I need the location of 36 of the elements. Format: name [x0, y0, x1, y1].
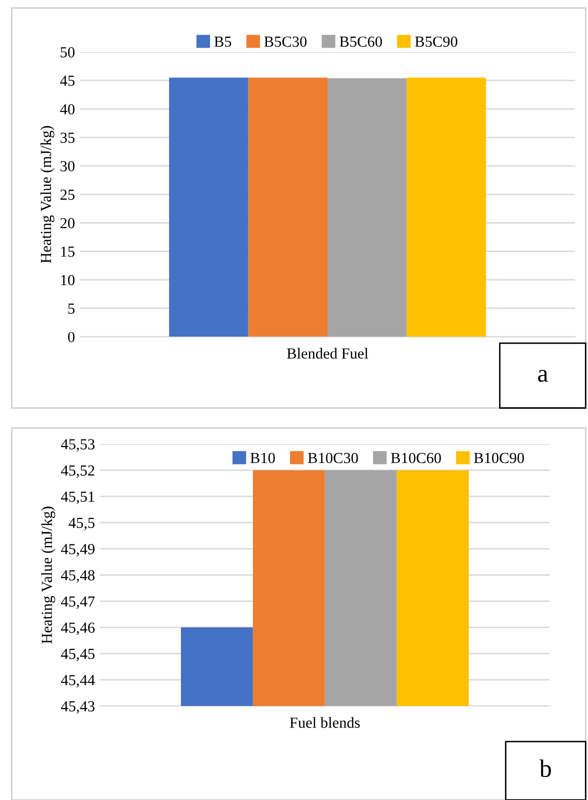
legend-label: B5C90	[415, 36, 458, 47]
y-tick-label: 35	[60, 132, 75, 143]
y-tick-label: 30	[60, 161, 75, 172]
y-tick-label: 45,44	[61, 675, 95, 688]
y-tick-label: 25	[60, 190, 75, 200]
y-tick-label: 45,43	[61, 701, 94, 714]
text: b	[539, 759, 551, 778]
y-tick-label: 45,51	[61, 492, 94, 504]
x-tick-label: Blended Fuel	[287, 348, 368, 359]
y-tick-label: 45,45	[61, 648, 94, 662]
y-tick-label: 45,52	[61, 465, 94, 478]
text: a	[538, 370, 548, 382]
y-tick-label: 45,53	[61, 439, 94, 452]
y-tick-label: 45,47	[61, 596, 95, 609]
legend-label: B5	[214, 36, 232, 47]
legend-label: B10C60	[391, 452, 441, 464]
y-tick-label: 45,48	[61, 570, 95, 583]
y-tick-label: 15	[61, 246, 75, 257]
y-tick-label: 40	[60, 104, 75, 114]
x-tick-label: Fuel blends	[290, 717, 360, 728]
y-tick-label: 45,46	[61, 622, 95, 636]
y-tick-label: 45,49	[61, 544, 94, 556]
legend-label: B5C30	[264, 36, 307, 47]
legend-label: B10	[250, 452, 275, 464]
y-tick-label: 50	[60, 47, 75, 58]
y-tick-label: 20	[60, 218, 75, 228]
y-tick-label: 10	[61, 274, 75, 286]
y-axis-title: Heating Value (mJ/kg)	[41, 506, 56, 644]
y-tick-label: 45	[60, 76, 75, 86]
legend-label: B5C60	[340, 36, 382, 47]
legend-label: B10C30	[308, 452, 358, 464]
y-axis-title: Heating Value (mJ/kg)	[40, 126, 54, 263]
y-tick-label: 5	[68, 304, 75, 314]
y-tick-label: 45,5	[68, 518, 94, 530]
legend-label: B10C90	[474, 452, 524, 464]
y-tick-label: 0	[68, 332, 75, 342]
